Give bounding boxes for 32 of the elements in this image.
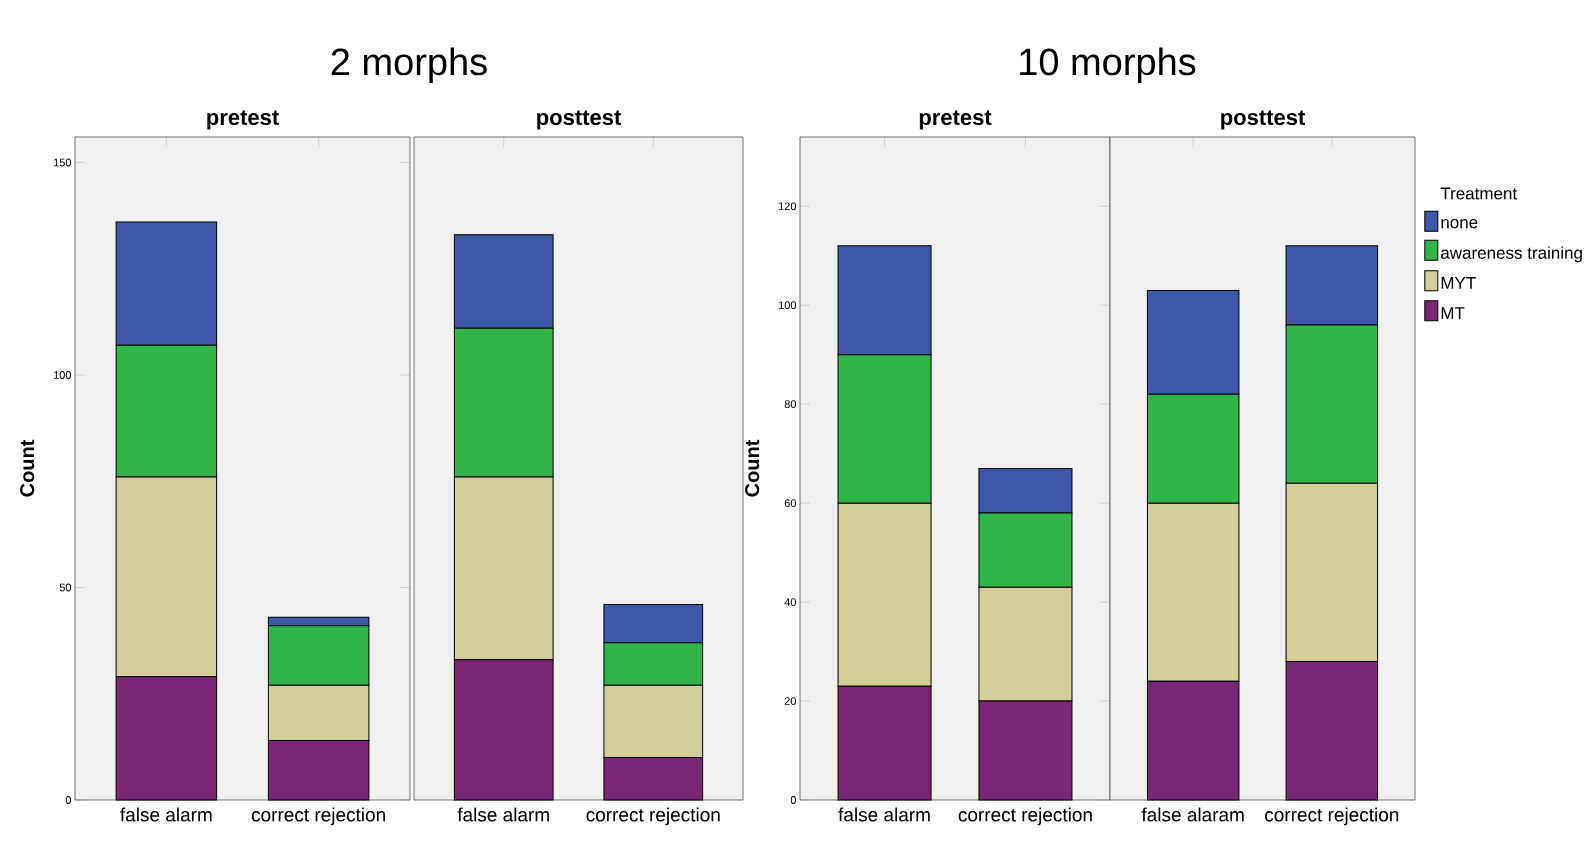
x-tick-label: false alarm	[120, 807, 212, 822]
x-tick-label: correct rejection	[251, 807, 385, 826]
legend-label: none	[1441, 218, 1478, 229]
x-tick-label: correct rejection	[586, 807, 720, 826]
legend-label: awareness training	[1441, 246, 1582, 263]
legend-label: MYT	[1441, 277, 1476, 289]
chart-subtitle: posttest	[1221, 110, 1306, 130]
legend-label: MT	[1441, 307, 1465, 319]
y-tick-label: 50	[59, 583, 72, 592]
x-tick-label: correct rejection	[1265, 807, 1399, 826]
y-tick-label: 20	[784, 697, 797, 705]
legend-title: Treatment	[1440, 187, 1518, 200]
y-tick-label: 40	[784, 598, 797, 606]
y-tick-label: 120	[778, 202, 797, 211]
chart-subtitle: posttest	[537, 110, 622, 130]
y-tick-label: 80	[784, 400, 797, 409]
x-tick-label: false alaram	[1141, 807, 1244, 822]
chart-title: 10 morphs	[1020, 47, 1196, 83]
x-tick-label: false alarm	[457, 807, 549, 822]
y-tick-label: 100	[53, 371, 72, 379]
y-axis-title: Count	[745, 439, 760, 497]
chart-subtitle: pretest	[919, 110, 992, 130]
x-tick-label: false alarm	[838, 807, 930, 822]
y-axis-title: Count	[20, 439, 35, 497]
y-tick-label: 60	[784, 499, 797, 508]
y-tick-label: 0	[790, 796, 797, 804]
y-tick-label: 150	[53, 158, 72, 167]
chart-title: 2 morphs	[331, 47, 487, 83]
y-tick-label: 0	[65, 796, 72, 804]
y-tick-label: 100	[778, 301, 797, 310]
chart-subtitle: pretest	[207, 110, 279, 130]
x-tick-label: correct rejection	[958, 807, 1092, 826]
